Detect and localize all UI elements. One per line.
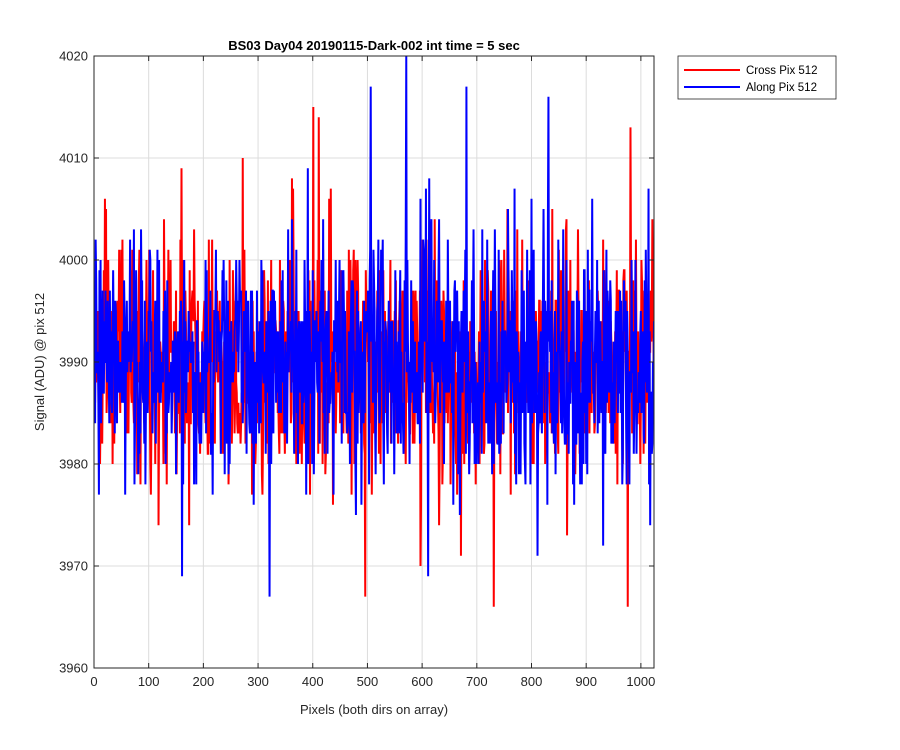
x-tick-label: 300 <box>247 674 269 689</box>
y-tick-label: 4010 <box>59 151 88 166</box>
series-group <box>94 56 654 607</box>
x-tick-label: 800 <box>521 674 543 689</box>
legend-box <box>677 55 837 100</box>
legend-label-along: Along Pix 512 <box>746 82 817 94</box>
y-tick-label: 3980 <box>59 457 88 472</box>
x-tick-label: 700 <box>466 674 488 689</box>
legend-label-cross: Cross Pix 512 <box>746 65 818 77</box>
x-tick-label: 0 <box>90 674 97 689</box>
x-tick-label: 900 <box>575 674 597 689</box>
x-tick-label: 1000 <box>626 674 655 689</box>
tick-marks <box>93 55 654 669</box>
series-line-along <box>94 56 654 597</box>
x-tick-label: 400 <box>302 674 324 689</box>
y-tick-label: 3960 <box>59 661 88 676</box>
x-tick-label: 500 <box>357 674 379 689</box>
x-tick-label: 100 <box>138 674 160 689</box>
y-tick-label: 3990 <box>59 355 88 370</box>
y-tick-labels: 3960 3970 3980 3990 4000 4010 4020 <box>59 49 88 676</box>
x-axis-label: Pixels (both dirs on array) <box>300 702 448 717</box>
x-tick-label: 600 <box>411 674 433 689</box>
x-tick-labels: 0 100 200 300 400 500 600 700 800 900 1000 <box>90 674 655 689</box>
y-tick-label: 4000 <box>59 253 88 268</box>
y-axis-label: Signal (ADU) @ pix 512 <box>32 293 47 431</box>
legend: Cross Pix 512 Along Pix 512 <box>677 55 837 100</box>
y-tick-label: 3970 <box>59 559 88 574</box>
y-tick-label: 4020 <box>59 49 88 64</box>
x-tick-label: 200 <box>193 674 215 689</box>
chart-title: BS03 Day04 20190115-Dark-002 int time = … <box>228 38 520 53</box>
